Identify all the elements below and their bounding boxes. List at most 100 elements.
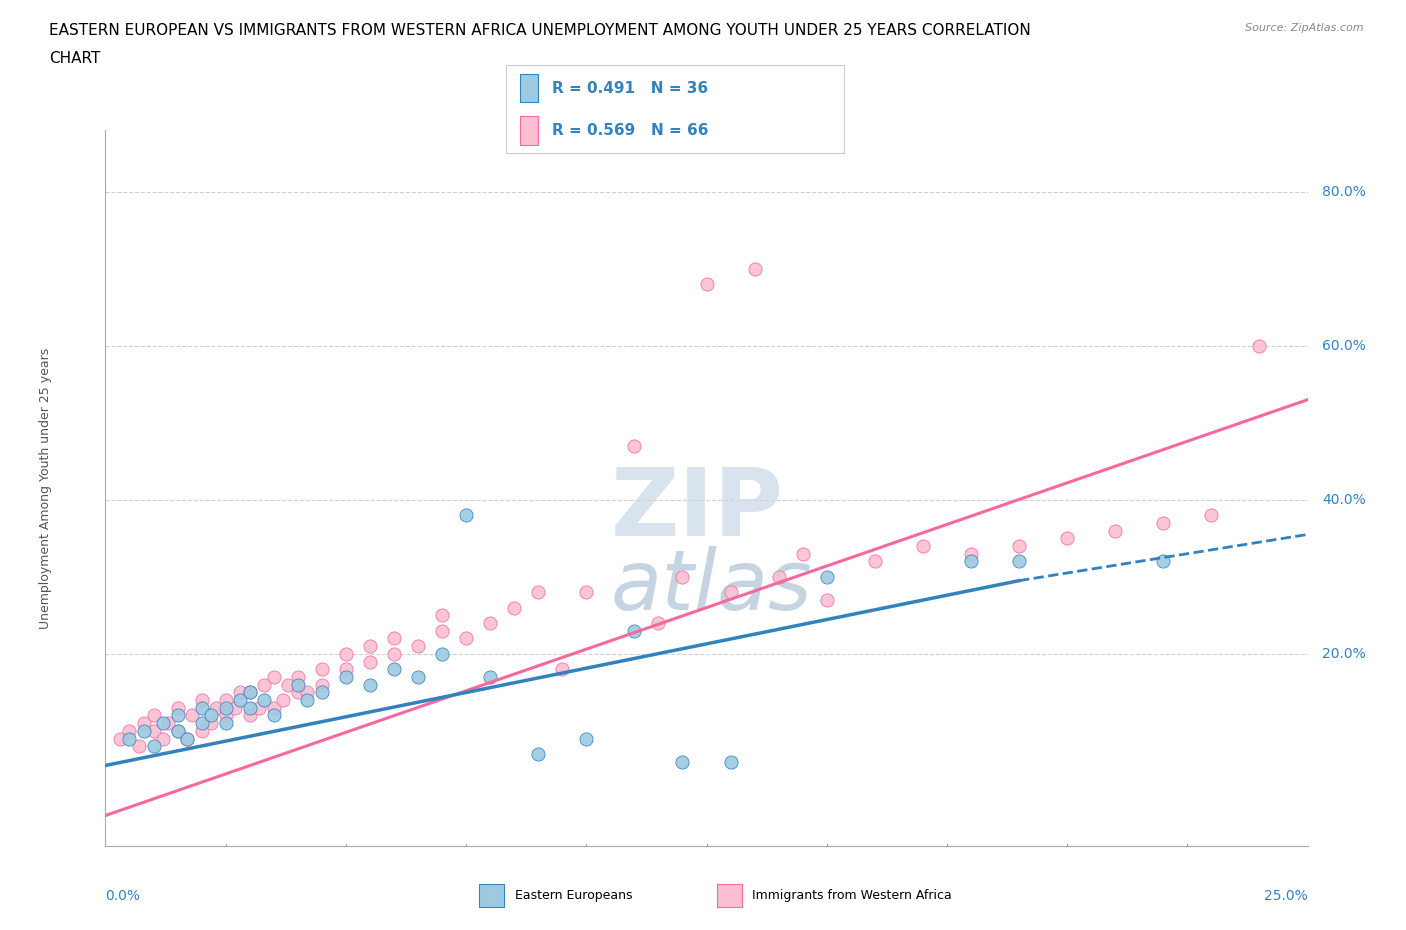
- Point: [1008, 554, 1031, 569]
- Point: [166, 708, 188, 723]
- Point: [166, 724, 188, 738]
- Point: [277, 677, 299, 692]
- Point: [166, 700, 188, 715]
- Point: [166, 724, 188, 738]
- Text: Source: ZipAtlas.com: Source: ZipAtlas.com: [1246, 23, 1364, 33]
- Point: [239, 708, 262, 723]
- Text: 60.0%: 60.0%: [1322, 339, 1365, 352]
- Point: [960, 554, 983, 569]
- Text: R = 0.569   N = 66: R = 0.569 N = 66: [551, 123, 709, 138]
- Point: [1201, 508, 1223, 523]
- Point: [214, 716, 236, 731]
- Point: [156, 716, 179, 731]
- Point: [863, 554, 886, 569]
- Point: [503, 600, 526, 615]
- Point: [253, 693, 276, 708]
- Point: [190, 724, 212, 738]
- Text: Unemployment Among Youth under 25 years: Unemployment Among Youth under 25 years: [39, 348, 52, 629]
- Point: [287, 684, 309, 699]
- Point: [297, 693, 319, 708]
- Point: [142, 738, 165, 753]
- Point: [214, 693, 236, 708]
- Text: EASTERN EUROPEAN VS IMMIGRANTS FROM WESTERN AFRICA UNEMPLOYMENT AMONG YOUTH UNDE: EASTERN EUROPEAN VS IMMIGRANTS FROM WEST…: [49, 23, 1031, 38]
- Text: 0.0%: 0.0%: [105, 889, 141, 903]
- Point: [575, 731, 598, 746]
- Point: [311, 684, 333, 699]
- Point: [229, 693, 252, 708]
- Text: ZIP: ZIP: [610, 464, 783, 556]
- Point: [382, 631, 405, 645]
- Text: CHART: CHART: [49, 51, 101, 66]
- Point: [671, 569, 693, 584]
- Point: [359, 677, 381, 692]
- Bar: [520, 116, 538, 145]
- Text: atlas: atlas: [610, 546, 813, 627]
- Point: [744, 261, 766, 276]
- Point: [287, 677, 309, 692]
- Point: [200, 716, 222, 731]
- Point: [214, 700, 236, 715]
- Text: Eastern Europeans: Eastern Europeans: [515, 889, 633, 901]
- Bar: [717, 884, 742, 907]
- Point: [152, 731, 174, 746]
- Point: [273, 693, 295, 708]
- Point: [815, 569, 838, 584]
- Point: [287, 670, 309, 684]
- Text: 25.0%: 25.0%: [1264, 889, 1308, 903]
- Point: [1104, 524, 1126, 538]
- Point: [128, 738, 150, 753]
- Point: [527, 747, 550, 762]
- Point: [430, 623, 453, 638]
- Point: [176, 731, 198, 746]
- Point: [142, 724, 165, 738]
- Point: [176, 731, 198, 746]
- Point: [359, 639, 381, 654]
- Point: [623, 438, 645, 453]
- Point: [335, 646, 357, 661]
- Point: [263, 670, 285, 684]
- Point: [200, 708, 222, 723]
- Point: [190, 716, 212, 731]
- Point: [479, 616, 502, 631]
- Point: [430, 608, 453, 623]
- Text: 80.0%: 80.0%: [1322, 185, 1365, 199]
- Point: [671, 754, 693, 769]
- Point: [263, 700, 285, 715]
- Point: [1152, 515, 1174, 530]
- Point: [118, 731, 141, 746]
- Point: [720, 585, 742, 600]
- Point: [335, 662, 357, 677]
- Point: [335, 670, 357, 684]
- Point: [132, 716, 155, 731]
- Point: [960, 546, 983, 561]
- Point: [382, 646, 405, 661]
- Point: [1152, 554, 1174, 569]
- Point: [359, 654, 381, 669]
- Text: 40.0%: 40.0%: [1322, 493, 1365, 507]
- Point: [406, 670, 429, 684]
- Point: [911, 538, 934, 553]
- Point: [406, 639, 429, 654]
- Point: [551, 662, 574, 677]
- Point: [1249, 339, 1271, 353]
- Point: [720, 754, 742, 769]
- Text: 20.0%: 20.0%: [1322, 646, 1365, 661]
- Point: [263, 708, 285, 723]
- Point: [239, 700, 262, 715]
- Point: [224, 700, 246, 715]
- Text: R = 0.491   N = 36: R = 0.491 N = 36: [551, 81, 707, 96]
- Point: [118, 724, 141, 738]
- Point: [229, 684, 252, 699]
- Point: [247, 700, 270, 715]
- Point: [142, 708, 165, 723]
- Point: [815, 592, 838, 607]
- Point: [108, 731, 131, 746]
- Point: [239, 684, 262, 699]
- Bar: [520, 74, 538, 102]
- Point: [132, 724, 155, 738]
- Point: [214, 708, 236, 723]
- Point: [297, 684, 319, 699]
- Point: [181, 708, 204, 723]
- Point: [768, 569, 790, 584]
- Point: [527, 585, 550, 600]
